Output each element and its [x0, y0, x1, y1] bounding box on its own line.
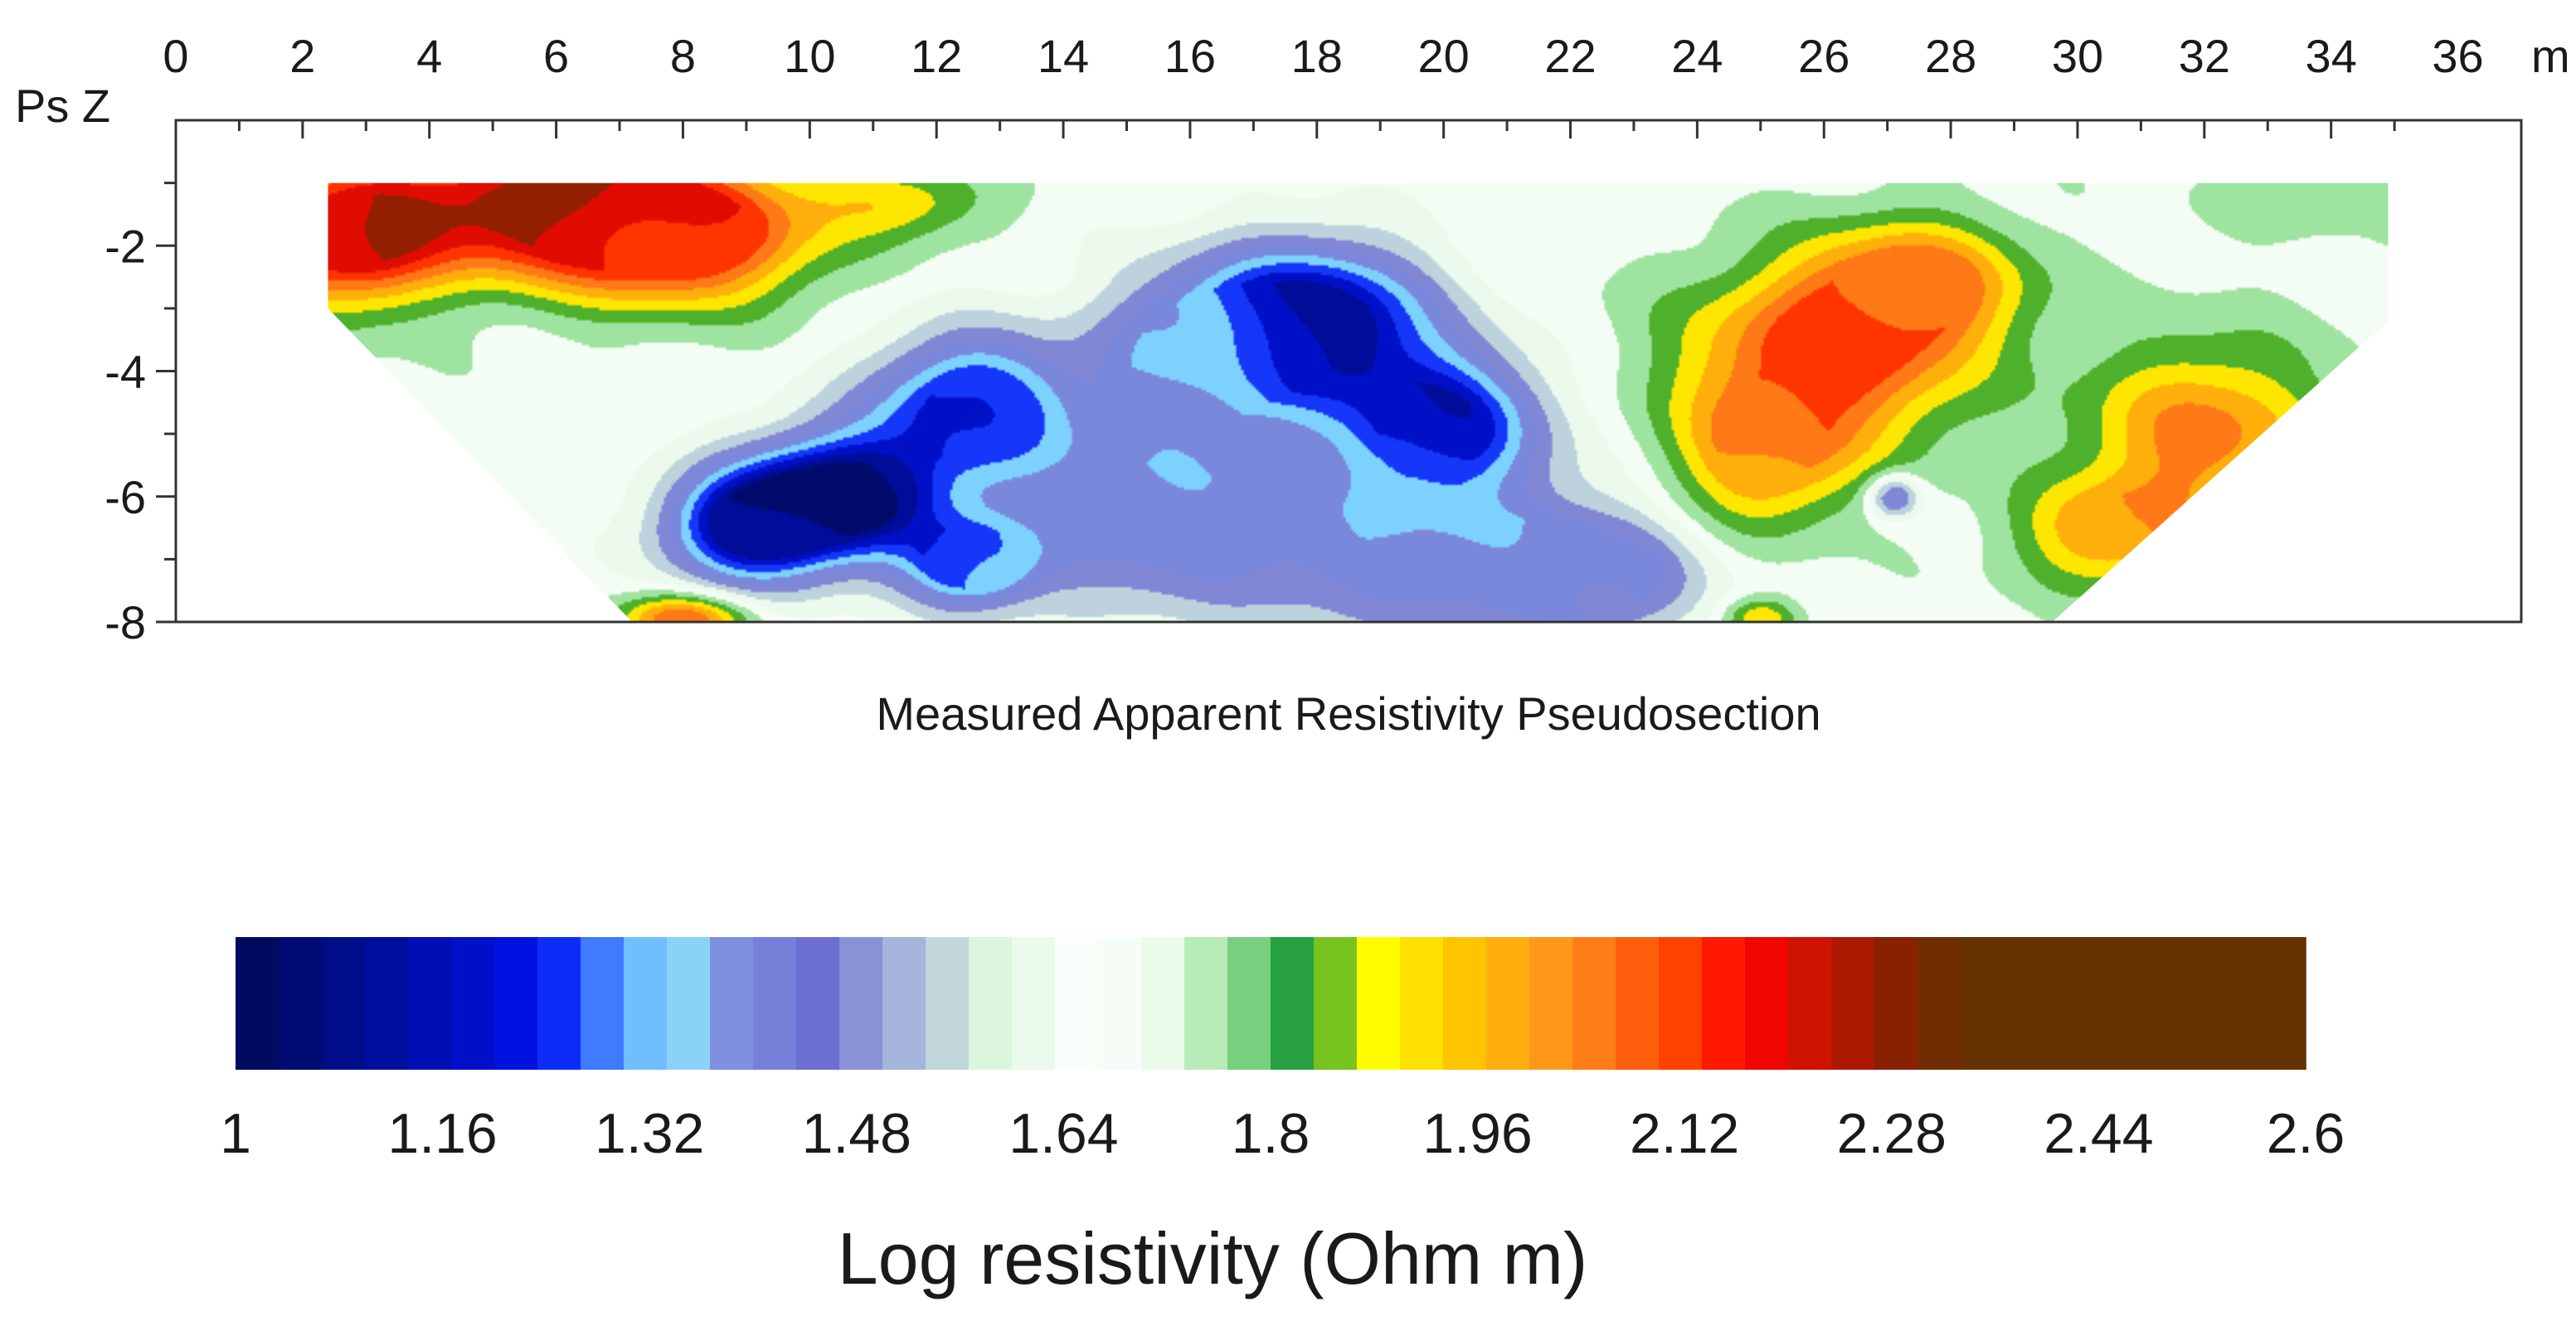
colorbar-segment: [839, 937, 883, 1070]
x-tick-label: 0: [163, 30, 188, 82]
colorbar-segment: [581, 937, 625, 1070]
x-tick-label: 30: [2052, 30, 2103, 82]
colorbar-segment: [2090, 937, 2134, 1070]
colorbar-segment: [1788, 937, 1832, 1070]
colorbar-segment: [1874, 937, 1918, 1070]
colorbar-segment: [1961, 937, 2005, 1070]
colorbar-tick-label: 1.32: [595, 1102, 704, 1165]
x-tick-label: 26: [1798, 30, 1849, 82]
y-axis: -2 -4 -6 -8: [104, 182, 176, 648]
colorbar-segment: [2263, 937, 2306, 1070]
colorbar-segment: [451, 937, 495, 1070]
colorbar-tick-label: 2.12: [1630, 1102, 1739, 1165]
colorbar-tick-label: 1.16: [387, 1102, 497, 1165]
x-axis-unit: m: [2531, 30, 2570, 82]
colorbar-segment: [365, 937, 409, 1070]
x-tick-label: 14: [1038, 30, 1089, 82]
x-tick-label: 4: [416, 30, 442, 82]
colorbar-label: Log resistivity (Ohm m): [838, 1217, 1588, 1299]
x-tick-label: 16: [1164, 30, 1216, 82]
y-tick-label: -2: [104, 220, 146, 272]
colorbar-segment: [1271, 937, 1315, 1070]
colorbar-segment: [1227, 937, 1271, 1070]
y-tick-label: -8: [104, 596, 146, 648]
colorbar-segment: [279, 937, 323, 1070]
heatmap-area: [328, 182, 2389, 622]
colorbar-segment: [322, 937, 366, 1070]
x-tick-label: 34: [2306, 30, 2357, 82]
x-tick-label: 36: [2432, 30, 2483, 82]
x-tick-label: 18: [1291, 30, 1343, 82]
colorbar: [236, 937, 2306, 1070]
colorbar-tick-label: 1.96: [1422, 1102, 1532, 1165]
colorbar-tick-label: 2.28: [1837, 1102, 1947, 1165]
colorbar-segment: [537, 937, 581, 1070]
colorbar-segment: [2004, 937, 2048, 1070]
x-tick-label: 32: [2179, 30, 2230, 82]
x-tick-label: 10: [784, 30, 835, 82]
colorbar-segment: [2219, 937, 2263, 1070]
colorbar-segment: [1184, 937, 1228, 1070]
colorbar-segment: [926, 937, 970, 1070]
colorbar-tick-label: 1.8: [1232, 1102, 1310, 1165]
x-tick-label: 22: [1544, 30, 1596, 82]
colorbar-segment: [2176, 937, 2220, 1070]
colorbar-segment: [969, 937, 1013, 1070]
colorbar-tick-label: 1.64: [1009, 1102, 1118, 1165]
colorbar-segment: [1055, 937, 1099, 1070]
colorbar-segment: [494, 937, 538, 1070]
colorbar-segment: [1831, 937, 1875, 1070]
colorbar-segment: [1443, 937, 1487, 1070]
colorbar-segment: [1012, 937, 1056, 1070]
colorbar-segment: [1659, 937, 1703, 1070]
x-tick-label: 6: [543, 30, 569, 82]
colorbar-tick-label: 2.44: [2044, 1102, 2153, 1165]
colorbar-segment: [2133, 937, 2177, 1070]
colorbar-segment: [1616, 937, 1660, 1070]
colorbar-segment: [2047, 937, 2091, 1070]
chart-title: Measured Apparent Resistivity Pseudosect…: [876, 687, 1820, 740]
colorbar-segment: [1314, 937, 1358, 1070]
colorbar-segment: [624, 937, 668, 1070]
colorbar-segment: [1400, 937, 1444, 1070]
colorbar-segment: [753, 937, 797, 1070]
x-tick-label: 24: [1671, 30, 1723, 82]
colorbar-segment: [796, 937, 840, 1070]
colorbar-segment: [1141, 937, 1185, 1070]
x-tick-label: 12: [911, 30, 962, 82]
x-tick-label: 2: [289, 30, 315, 82]
colorbar-segment: [1357, 937, 1401, 1070]
x-tick-label: 28: [1925, 30, 1976, 82]
colorbar-segment: [1486, 937, 1530, 1070]
colorbar-segment: [236, 937, 279, 1070]
colorbar-tick-label: 1: [220, 1102, 251, 1165]
x-axis: 0 2 4 6 8 10 12 14 16 18 20 22 24 26 28 30 32 34 36: [163, 30, 2484, 138]
colorbar-segment: [1529, 937, 1573, 1070]
colorbar-segment: [1702, 937, 1746, 1070]
colorbar-segment: [710, 937, 754, 1070]
x-tick-label: 20: [1418, 30, 1470, 82]
colorbar-segment: [1572, 937, 1616, 1070]
colorbar-segment: [1917, 937, 1961, 1070]
colorbar-segment: [882, 937, 926, 1070]
resistivity-heatmap: [328, 182, 2389, 622]
colorbar-tick-label: 2.6: [2267, 1102, 2345, 1165]
x-tick-label: 8: [670, 30, 696, 82]
colorbar-segment: [1745, 937, 1789, 1070]
colorbar-ticks: 1 1.16 1.32 1.48 1.64 1.8 1.96 2.12 2.28 2.44 2.6: [220, 1102, 2345, 1165]
y-tick-label: -6: [104, 471, 146, 523]
colorbar-segment: [408, 937, 452, 1070]
y-axis-label: Ps Z: [15, 80, 110, 132]
colorbar-segment: [667, 937, 711, 1070]
colorbar-tick-label: 1.48: [802, 1102, 911, 1165]
colorbar-segment: [1098, 937, 1142, 1070]
y-tick-label: -4: [104, 346, 146, 398]
